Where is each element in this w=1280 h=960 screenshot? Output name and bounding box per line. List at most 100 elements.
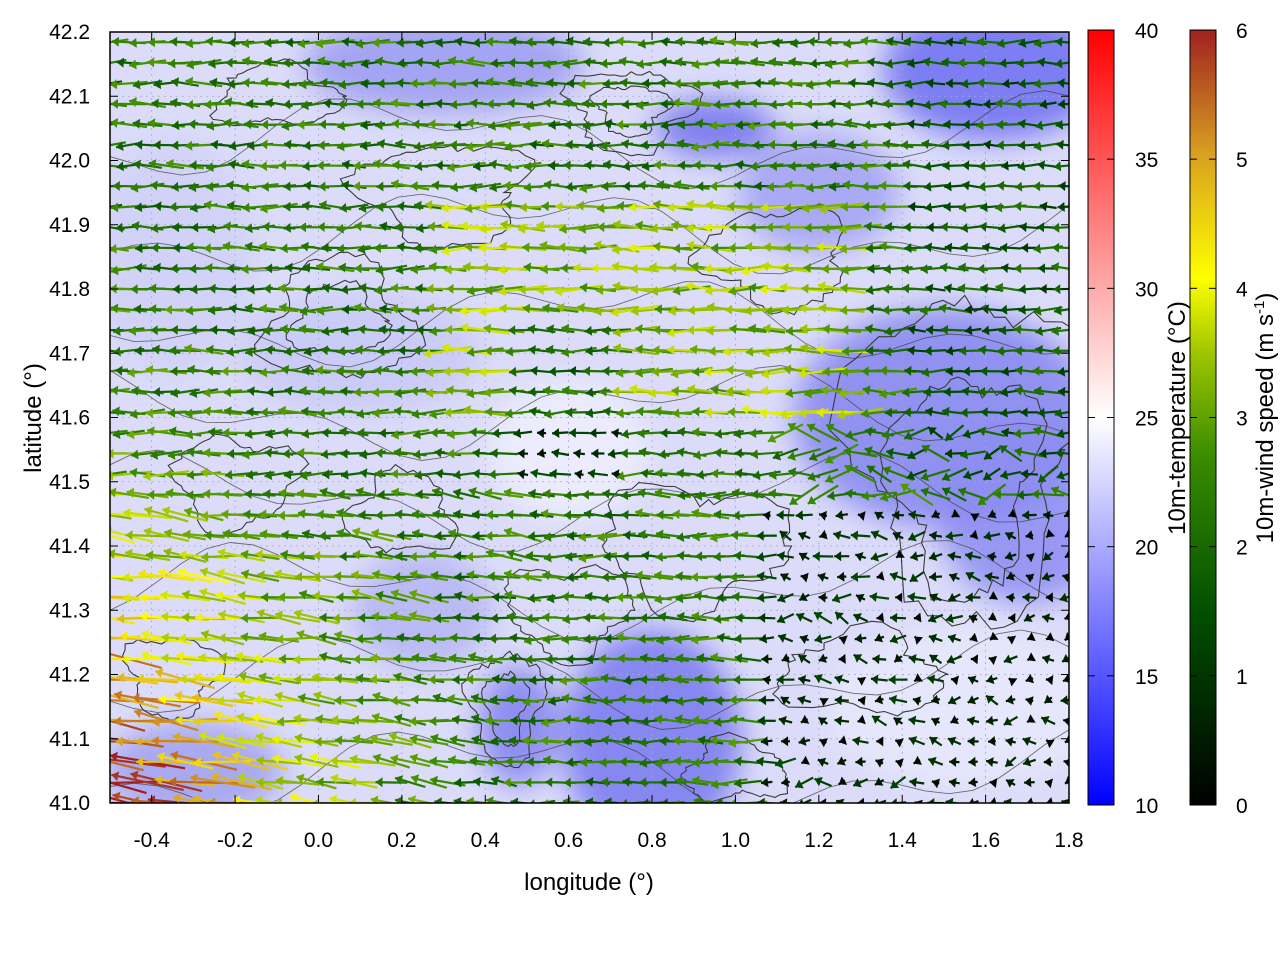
wind-vector	[110, 534, 136, 544]
wind-vector	[895, 592, 903, 603]
wind-vector	[1052, 222, 1069, 233]
wind-vector	[691, 140, 730, 152]
wind-vector	[833, 530, 851, 541]
wind-vector	[910, 551, 924, 562]
wind-vector	[656, 673, 689, 684]
wind-vector	[244, 303, 276, 314]
wind-vector	[943, 119, 966, 130]
wind-vector	[924, 242, 947, 253]
wind-vector	[1006, 571, 1016, 581]
wind-vector	[798, 552, 810, 562]
wind-vector	[434, 797, 458, 803]
wind-vector	[876, 571, 885, 581]
wind-vector	[411, 652, 447, 663]
wind-vector	[391, 487, 430, 499]
wind-vector	[242, 202, 278, 213]
wind-vector	[1058, 181, 1069, 192]
wind-vector	[1021, 242, 1038, 253]
wind-vector	[1026, 652, 1036, 662]
wind-vector	[812, 551, 834, 562]
wind-vector	[958, 487, 989, 501]
wind-vector	[969, 797, 979, 803]
wind-vector	[850, 530, 871, 541]
wind-vector	[1057, 366, 1069, 377]
wind-vector	[429, 652, 467, 664]
contour-line	[481, 670, 531, 748]
wind-vector	[821, 264, 862, 274]
wind-vector	[470, 78, 500, 89]
wind-vector	[466, 56, 505, 67]
wind-vector	[808, 446, 838, 462]
wind-vector	[758, 695, 775, 706]
wind-vector	[711, 139, 747, 150]
wind-vector	[776, 613, 795, 624]
wind-vector	[639, 758, 669, 768]
wind-vector	[460, 322, 511, 335]
wind-vector	[372, 158, 410, 170]
wind-vector	[968, 777, 978, 788]
wind-vector	[1014, 99, 1045, 110]
wind-vector	[980, 366, 1004, 377]
wind-vector	[709, 531, 749, 543]
wind-vector	[232, 795, 268, 803]
wind-vector	[1061, 654, 1069, 663]
wind-vector	[767, 423, 804, 443]
wind-vector	[923, 118, 949, 129]
wind-vector	[945, 78, 963, 89]
wind-vector	[943, 386, 966, 397]
wind-vector	[804, 222, 842, 233]
wind-vector	[244, 489, 276, 500]
wind-vector	[655, 468, 691, 479]
wind-vector	[125, 530, 170, 541]
wind-vector	[336, 528, 372, 541]
wind-vector	[391, 179, 430, 191]
wind-vector	[835, 510, 849, 520]
wind-vector	[960, 242, 986, 253]
wind-vector	[893, 653, 903, 663]
wind-vector	[536, 448, 547, 458]
wind-vector	[203, 200, 242, 211]
wind-vector	[806, 423, 840, 443]
wind-vector	[834, 715, 850, 726]
x-axis-label: longitude (°)	[524, 869, 654, 896]
wind-vector	[256, 608, 302, 626]
temperature-colorbar-tick-label: 25	[1135, 408, 1158, 431]
wind-vector	[379, 304, 404, 314]
contour-line	[680, 731, 789, 803]
wind-vector	[777, 592, 794, 603]
wind-vector	[779, 530, 792, 542]
wind-vector	[714, 572, 745, 583]
wind-vector	[529, 509, 554, 520]
wind-vector	[657, 139, 689, 150]
wind-vector	[411, 408, 447, 419]
wind-vector	[203, 406, 242, 417]
wind-vector	[747, 121, 787, 131]
wind-vector	[169, 345, 201, 356]
wind-vector	[410, 774, 448, 789]
wind-vector	[542, 634, 578, 645]
wind-vector	[652, 241, 693, 252]
contour-line	[461, 650, 548, 769]
wind-vector	[895, 758, 904, 768]
wind-vector	[341, 304, 366, 315]
wind-vector	[762, 675, 771, 685]
wind-vector	[110, 616, 136, 625]
wind-vector	[885, 58, 911, 69]
wind-vector	[844, 118, 877, 129]
wind-vector	[945, 345, 964, 356]
wind-vector	[283, 469, 312, 480]
wind-vector	[1042, 551, 1054, 562]
wind-vector	[393, 572, 428, 582]
wind-vector	[931, 509, 941, 519]
wind-vector	[881, 428, 915, 440]
wind-vector	[160, 590, 210, 602]
temperature-blob	[883, 32, 1069, 141]
wind-vector	[674, 634, 710, 645]
wind-vector	[920, 487, 951, 501]
wind-vector	[315, 365, 355, 376]
wind-vector	[904, 79, 930, 90]
wind-vector	[879, 387, 917, 399]
wind-vector	[888, 694, 908, 705]
wind-vector	[818, 653, 828, 663]
wind-vector	[1020, 469, 1038, 479]
